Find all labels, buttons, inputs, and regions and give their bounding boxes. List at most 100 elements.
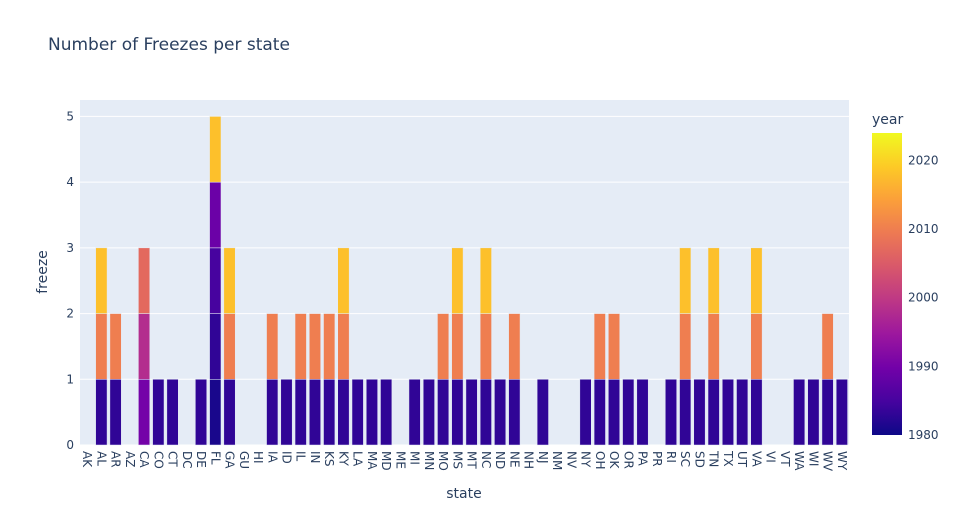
x-tick-label: VI [764,451,778,463]
x-tick-label: OH [593,451,607,469]
bar-segment-il-1983[interactable] [294,379,307,446]
x-tick-label: HI [251,451,265,464]
bar-segment-id-1983[interactable] [280,379,293,446]
x-tick-label: OK [607,451,621,469]
bar-segment-ok-2010[interactable] [608,313,620,380]
bar-segment-nd-1983[interactable] [494,379,507,446]
x-tick-label: CT [166,451,180,467]
bar-segment-sd-1983[interactable] [693,379,706,446]
bar-segment-va-2018[interactable] [750,247,763,314]
bar-segment-wi-1983[interactable] [807,379,820,446]
bar-segment-in-1983[interactable] [309,379,321,446]
x-tick-label: SD [692,451,706,468]
bar-segment-fl-2018[interactable] [209,116,222,183]
bar-segment-oh-1983[interactable] [593,379,606,446]
x-tick-label: IL [294,451,308,462]
bar-segment-mi-1983[interactable] [408,379,421,446]
bar-segment-fl-1989[interactable] [209,181,222,249]
x-tick-label: ID [279,451,293,464]
bar-segment-in-2010[interactable] [309,313,321,380]
plot-area [80,100,849,445]
x-tick-label: KY [336,451,350,466]
bar-segment-pa-1983[interactable] [636,379,649,446]
x-axis-label: state [446,486,481,502]
bar-segment-ut-1983[interactable] [736,379,749,446]
x-tick-label: WI [806,451,820,466]
bar-segment-ia-2010[interactable] [266,313,279,380]
bar-segment-mn-1983[interactable] [422,379,435,446]
bar-segment-md-1983[interactable] [380,379,393,446]
bar-segment-ca-2007[interactable] [138,247,151,314]
bar-segment-nc-2010[interactable] [479,313,492,380]
bar-segment-ks-2010[interactable] [323,313,336,380]
bar-segment-ne-2010[interactable] [508,313,521,380]
bar-segment-al-2010[interactable] [95,313,108,380]
y-tick-label: 2 [66,307,74,321]
bar-segment-va-1983[interactable] [750,379,763,446]
bar-segment-nj-1983[interactable] [536,379,549,446]
bar-segment-sc-2010[interactable] [679,313,692,380]
bar-segment-fl-1985[interactable] [209,247,222,314]
bar-segment-ms-2010[interactable] [451,313,464,380]
bar-segment-ky-2010[interactable] [337,313,350,380]
bar-segment-il-2010[interactable] [294,313,307,380]
bar-segment-ma-1983[interactable] [365,379,378,446]
bar-segment-tn-2010[interactable] [707,313,720,380]
bar-segment-ga-2018[interactable] [223,247,236,314]
x-tick-label: IN [308,451,322,464]
bars [95,116,848,446]
y-tick-label: 0 [66,438,74,452]
colorbar-ticks: 1980 1990 2000 2010 2020 [908,153,939,442]
bar-segment-ia-1983[interactable] [266,379,279,446]
x-tick-label: MI [408,451,422,465]
bar-segment-ar-1983[interactable] [109,379,122,446]
bar-segment-ga-2010[interactable] [223,313,236,380]
bar-segment-va-2010[interactable] [750,313,763,380]
x-tick-label: NJ [536,451,550,464]
x-tick-label: AZ [123,451,137,467]
bar-segment-de-1983[interactable] [195,379,207,446]
x-tick-label: FL [208,451,222,465]
bar-segment-mo-2010[interactable] [437,313,450,380]
bar-segment-nc-1983[interactable] [479,379,492,446]
bar-segment-wa-1983[interactable] [793,379,806,446]
bar-segment-ar-2010[interactable] [109,313,122,380]
bar-segment-ms-1983[interactable] [451,379,464,446]
bar-segment-tn-2018[interactable] [707,247,720,314]
bar-segment-nc-2018[interactable] [479,247,492,314]
bar-segment-wv-1983[interactable] [821,379,834,446]
bar-segment-al-1983[interactable] [95,379,108,446]
bar-segment-oh-2010[interactable] [593,313,606,380]
bar-segment-al-2018[interactable] [95,247,108,314]
bar-segment-ga-1983[interactable] [223,379,236,446]
bar-segment-or-1983[interactable] [622,379,635,446]
bar-segment-tn-1983[interactable] [707,379,720,446]
x-tick-label: MO [436,451,450,471]
bar-segment-ky-2018[interactable] [337,247,350,314]
bar-segment-sc-2018[interactable] [679,247,692,314]
bar-segment-ms-2018[interactable] [451,247,464,314]
bar-segment-ca-1998[interactable] [138,313,151,380]
x-tick-label: RI [664,451,678,463]
bar-segment-ks-1983[interactable] [323,379,336,446]
bar-segment-sc-1983[interactable] [679,379,692,446]
x-tick-label: MT [465,451,479,469]
bar-segment-ne-1983[interactable] [508,379,521,446]
bar-segment-ri-1983[interactable] [665,379,677,446]
bar-segment-wv-2010[interactable] [821,313,834,380]
bar-segment-wy-1983[interactable] [835,379,848,446]
bar-segment-ky-1983[interactable] [337,379,350,446]
bar-segment-mo-1983[interactable] [437,379,450,446]
x-axis-ticks: AK AL AR AZ CA CO CT DC DE FL GA GU HI IA ID IL IN KS KY LA… [80,450,849,472]
bar-segment-fl-1983[interactable] [209,313,222,380]
bar-segment-mt-1983[interactable] [465,379,478,446]
bar-segment-ok-1983[interactable] [608,379,620,446]
bar-segment-ny-1983[interactable] [579,379,592,446]
bar-segment-tx-1983[interactable] [722,379,734,446]
bar-segment-ca-1990[interactable] [138,379,151,446]
bar-segment-ct-1983[interactable] [166,379,179,446]
bar-segment-la-1983[interactable] [351,379,364,446]
bar-segment-co-1983[interactable] [152,379,165,446]
x-tick-label: NE [507,451,521,468]
bar-segment-fl-1981[interactable] [209,379,222,446]
